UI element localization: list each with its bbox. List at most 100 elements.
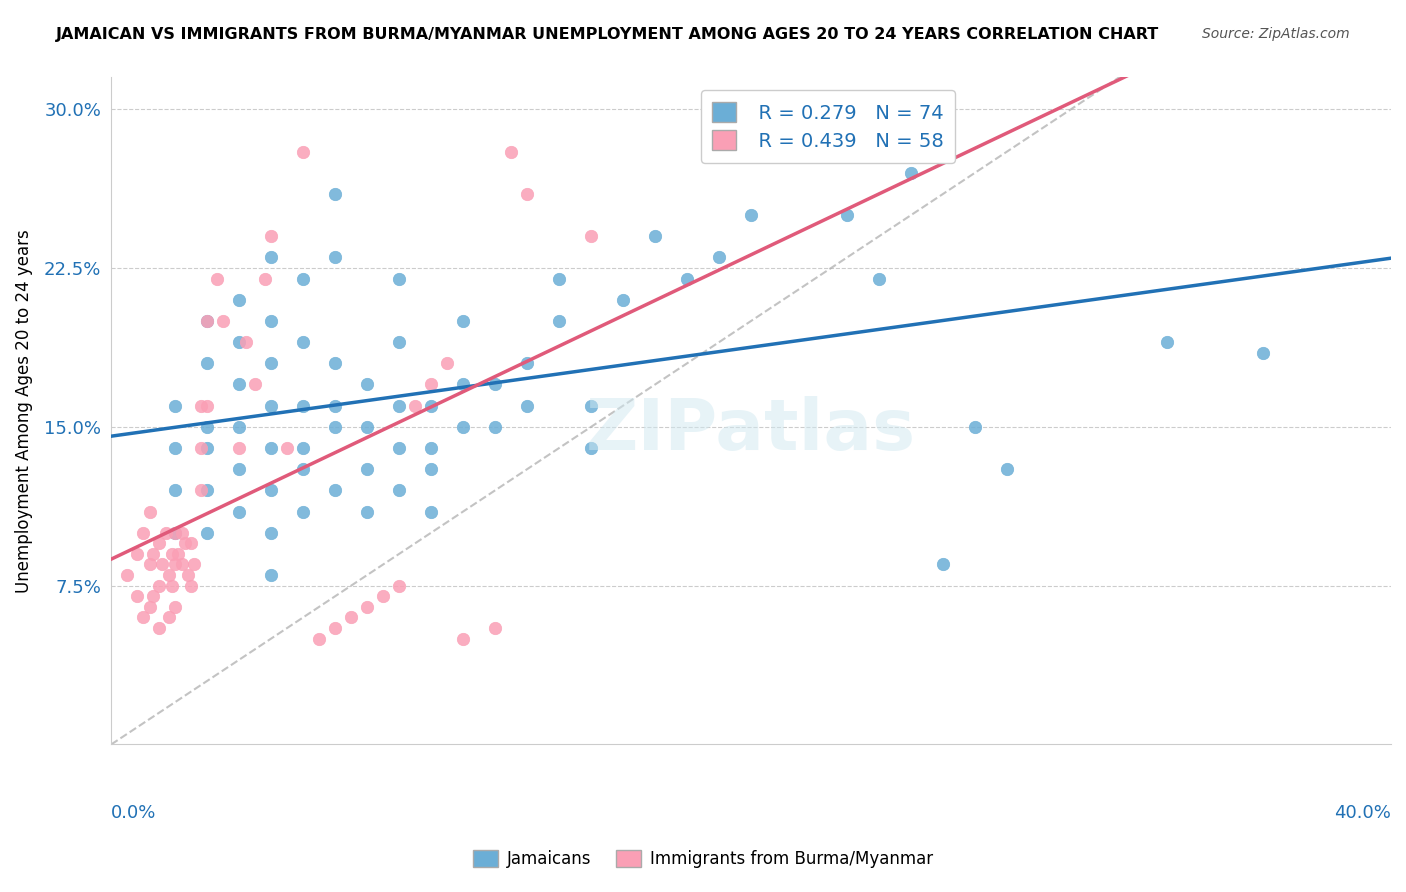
Point [148,536,170,550]
Point [451,314,474,328]
Point [205,271,228,285]
Point [195,525,218,540]
Point [125,547,148,561]
Point [308,632,330,646]
Point [965,419,987,434]
Point [235,335,257,350]
Text: 0.0%: 0.0% [111,804,156,822]
Point [388,441,411,455]
Point [323,186,346,201]
Point [548,314,571,328]
Point [388,579,411,593]
Point [228,293,250,307]
Point [253,271,276,285]
Point [323,399,346,413]
Point [420,441,443,455]
Point [356,462,378,476]
Point [138,558,160,572]
Point [516,356,538,370]
Point [420,377,443,392]
Point [228,441,250,455]
Point [436,356,458,370]
Point [900,166,922,180]
Point [995,462,1018,476]
Point [157,610,180,624]
Text: 40.0%: 40.0% [1334,804,1391,822]
Point [276,441,298,455]
Point [195,483,218,498]
Point [195,314,218,328]
Point [195,356,218,370]
Point [243,377,266,392]
Point [170,525,193,540]
Point [548,271,571,285]
Point [183,558,205,572]
Point [323,483,346,498]
Point [228,335,250,350]
Point [323,419,346,434]
Point [388,399,411,413]
Point [356,504,378,518]
Point [484,621,506,635]
Point [451,419,474,434]
Point [292,335,315,350]
Point [612,293,634,307]
Y-axis label: Unemployment Among Ages 20 to 24 years: Unemployment Among Ages 20 to 24 years [15,229,32,593]
Point [804,145,827,159]
Point [835,208,858,222]
Point [292,462,315,476]
Text: ZIPatlas: ZIPatlas [586,396,917,466]
Point [180,536,202,550]
Point [292,399,315,413]
Point [292,441,315,455]
Point [707,251,730,265]
Point [165,525,187,540]
Point [373,589,395,603]
Point [165,558,187,572]
Point [260,251,283,265]
Point [340,610,363,624]
Point [160,547,183,561]
Point [484,377,506,392]
Point [420,399,443,413]
Point [323,251,346,265]
Point [115,568,138,582]
Point [420,504,443,518]
Point [142,589,165,603]
Point [388,335,411,350]
Point [228,419,250,434]
Point [260,356,283,370]
Point [516,399,538,413]
Point [160,579,183,593]
Point [676,271,699,285]
Point [165,483,187,498]
Point [356,377,378,392]
Point [932,558,955,572]
Point [404,399,426,413]
Point [148,579,170,593]
Point [195,419,218,434]
Point [579,441,602,455]
Point [138,504,160,518]
Point [142,547,165,561]
Point [260,441,283,455]
Point [292,271,315,285]
Point [190,441,212,455]
Text: JAMAICAN VS IMMIGRANTS FROM BURMA/MYANMAR UNEMPLOYMENT AMONG AGES 20 TO 24 YEARS: JAMAICAN VS IMMIGRANTS FROM BURMA/MYANMA… [56,27,1160,42]
Point [451,632,474,646]
Point [228,462,250,476]
Point [165,441,187,455]
Point [180,579,202,593]
Point [516,186,538,201]
Point [356,599,378,614]
Point [451,377,474,392]
Point [173,536,195,550]
Point [177,568,200,582]
Point [260,483,283,498]
Point [323,621,346,635]
Point [138,599,160,614]
Point [132,610,155,624]
Point [579,229,602,244]
Point [1251,345,1274,359]
Point [155,525,177,540]
